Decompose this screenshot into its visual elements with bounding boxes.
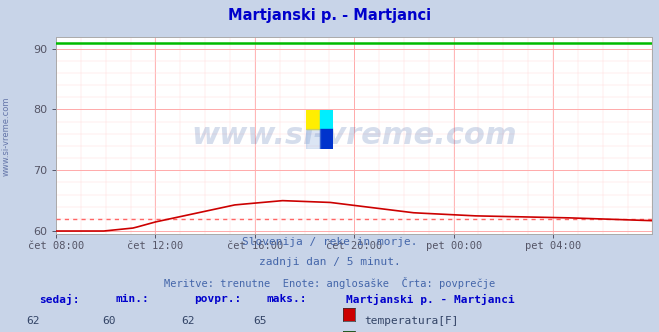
- Text: 60: 60: [102, 316, 115, 326]
- Bar: [320, 110, 333, 129]
- Text: povpr.:: povpr.:: [194, 294, 242, 304]
- Text: min.:: min.:: [115, 294, 149, 304]
- Text: 65: 65: [254, 316, 267, 326]
- Bar: [320, 129, 333, 149]
- Text: sedaj:: sedaj:: [40, 294, 80, 305]
- Bar: [306, 110, 320, 129]
- Text: Meritve: trenutne  Enote: anglosaške  Črta: povprečje: Meritve: trenutne Enote: anglosaške Črta…: [164, 277, 495, 289]
- Text: maks.:: maks.:: [267, 294, 307, 304]
- Text: Martjanski p. - Martjanci: Martjanski p. - Martjanci: [228, 8, 431, 23]
- Text: Slovenija / reke in morje.: Slovenija / reke in morje.: [242, 237, 417, 247]
- Text: 62: 62: [26, 316, 40, 326]
- Bar: [306, 129, 320, 149]
- Text: www.si-vreme.com: www.si-vreme.com: [2, 96, 11, 176]
- Text: zadnji dan / 5 minut.: zadnji dan / 5 minut.: [258, 257, 401, 267]
- Text: Martjanski p. - Martjanci: Martjanski p. - Martjanci: [346, 294, 515, 305]
- Text: 62: 62: [181, 316, 194, 326]
- Text: temperatura[F]: temperatura[F]: [364, 316, 459, 326]
- Text: www.si-vreme.com: www.si-vreme.com: [191, 121, 517, 150]
